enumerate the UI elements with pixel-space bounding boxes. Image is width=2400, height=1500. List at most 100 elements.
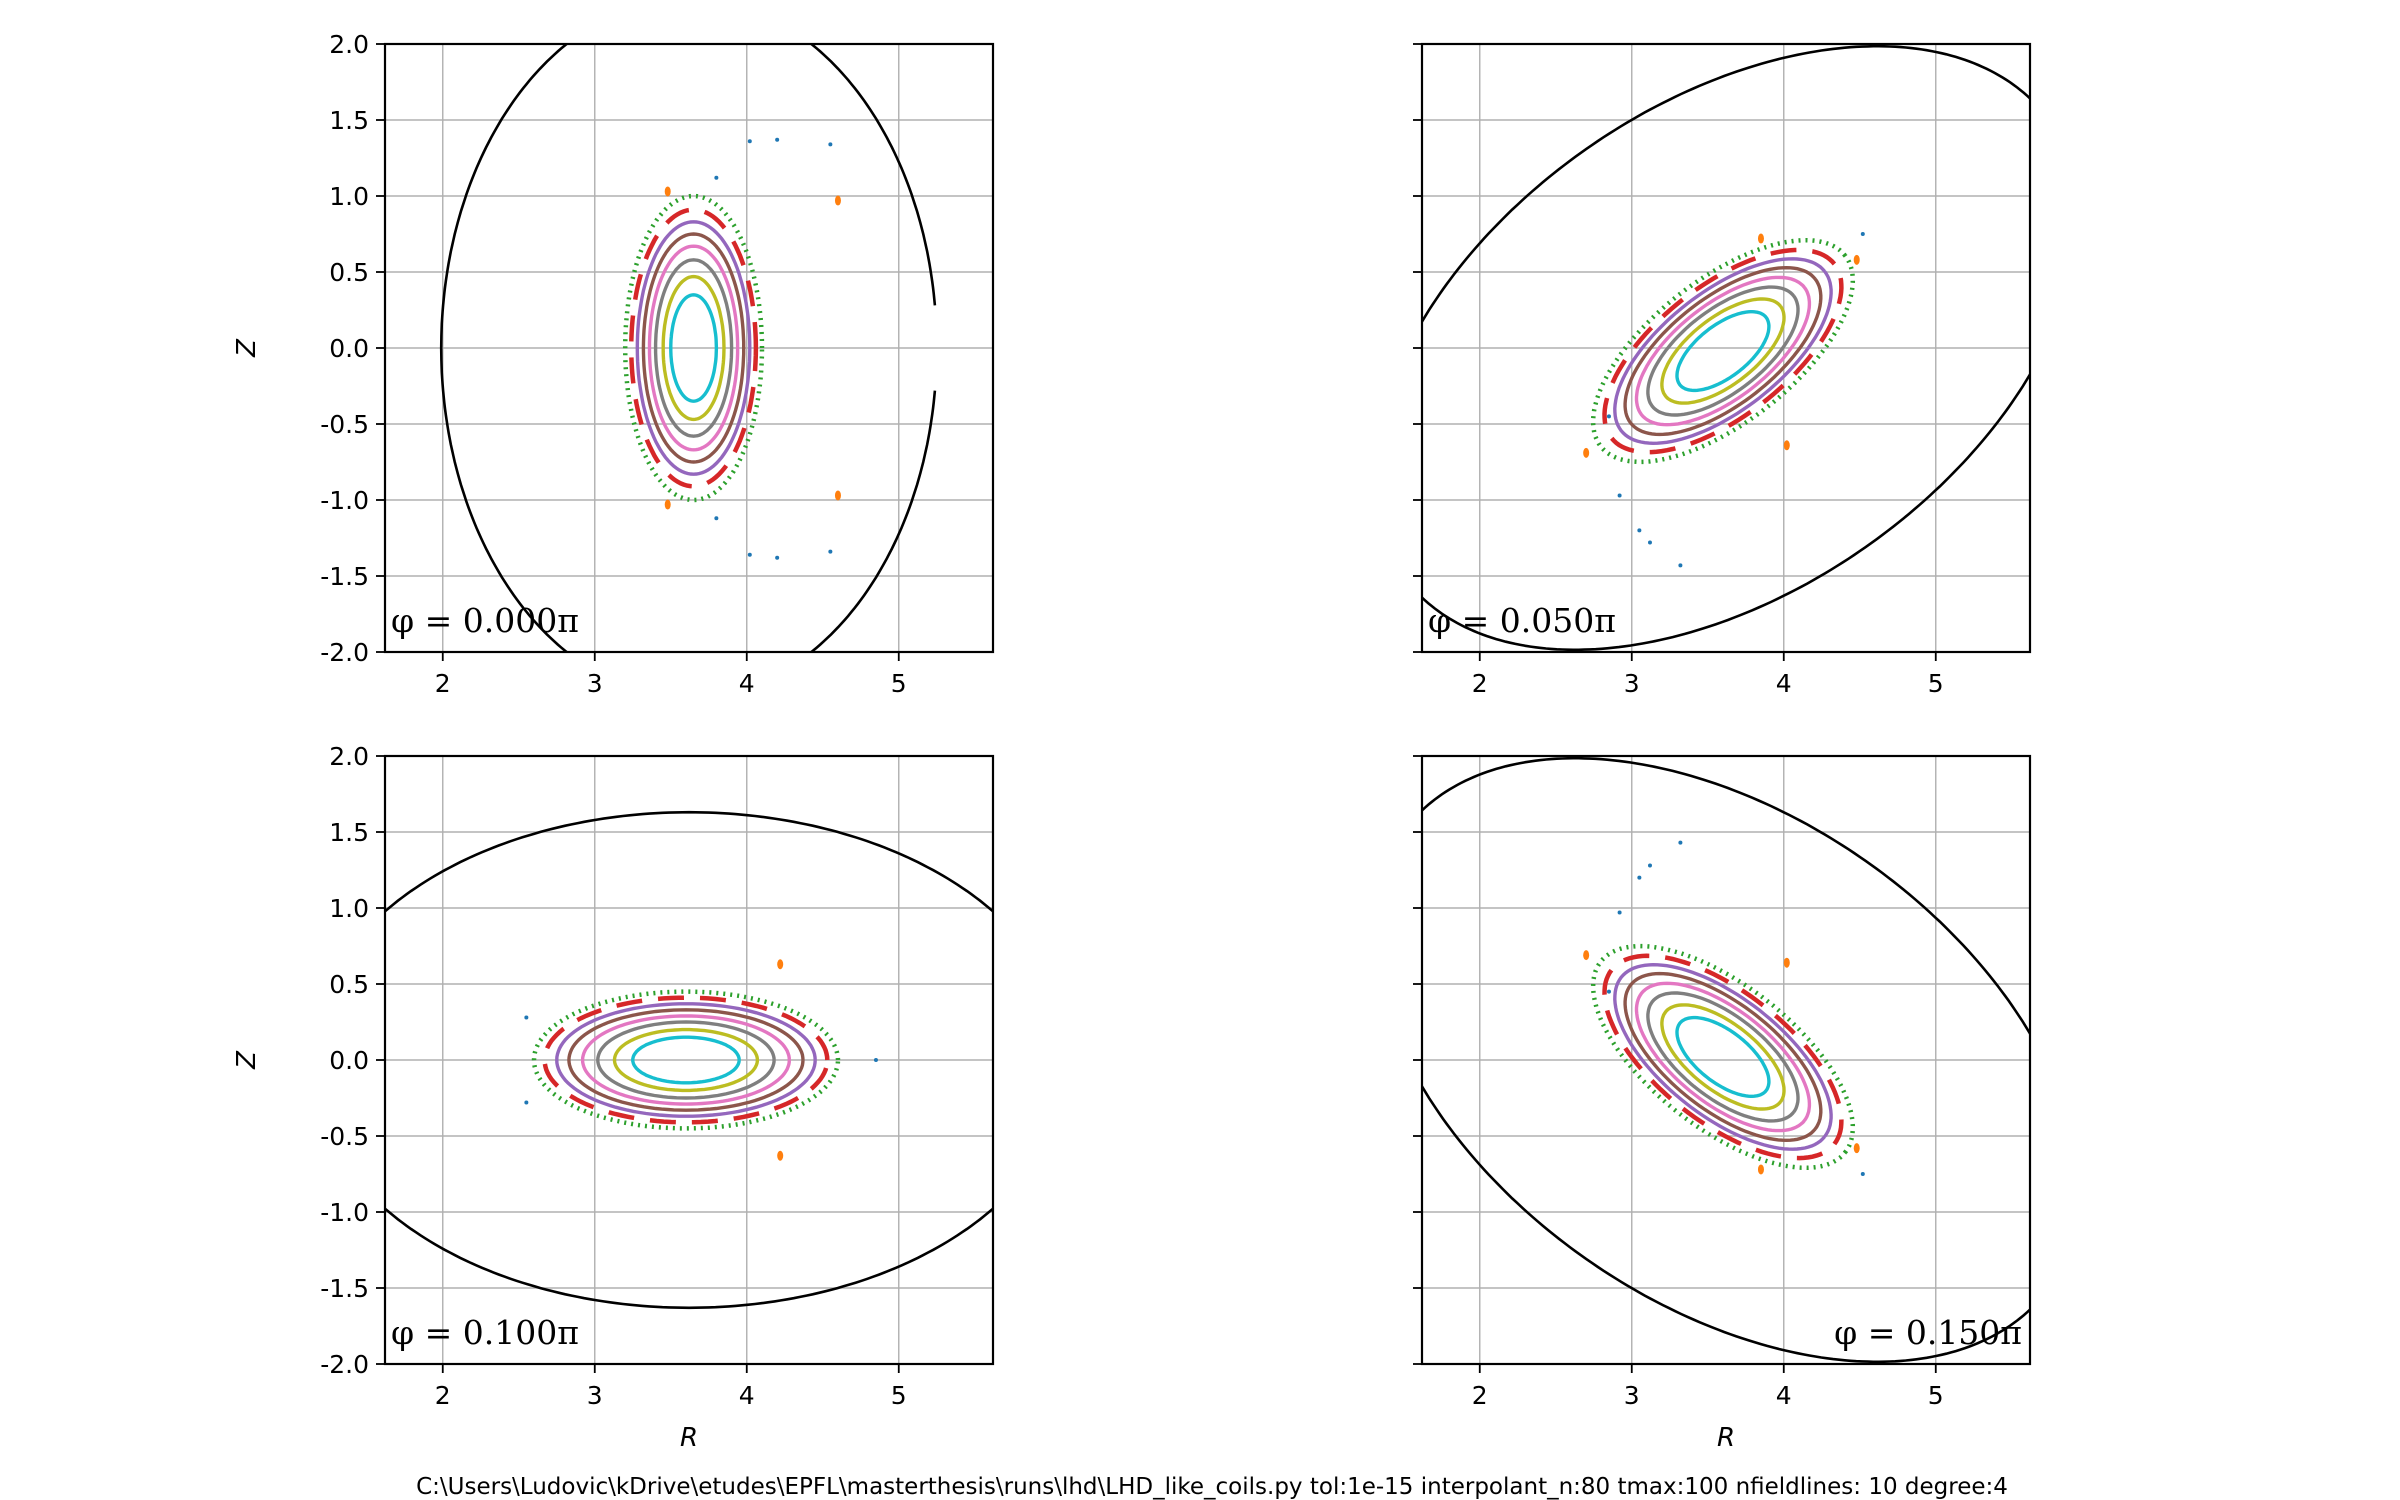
y-tick-label: 0.0 (329, 334, 369, 363)
y-tick-label: 1.5 (329, 106, 369, 135)
flux-surface-3 (1646, 285, 1800, 417)
field-line-point (873, 1058, 878, 1062)
island-point (1783, 957, 1790, 968)
field-line-point (828, 549, 833, 554)
y-tick-label: -1.5 (320, 1274, 369, 1303)
field-line-point (1648, 540, 1652, 545)
y-tick-label: 1.0 (329, 894, 369, 923)
wall-curve (439, 44, 937, 652)
field-line-point (714, 175, 719, 180)
flux-surface-3 (596, 1020, 776, 1100)
x-tick-label: 5 (891, 1381, 907, 1410)
field-line-point (1637, 875, 1642, 880)
y-tick-label: -2.0 (320, 638, 369, 667)
subplot-3: 2 3 4 5 -2.0 -1.5 -1.0 -0.5 0.0 0.5 1.0 1.5 2.0 R Zφ =… (232, 742, 995, 1453)
flux-surface-8 (1590, 237, 1856, 465)
phi-annotation: φ = 0.050π (1428, 601, 1616, 640)
y-tick-label: 0.5 (329, 258, 369, 287)
wall-curve (385, 810, 993, 1310)
field-line-point (524, 1015, 529, 1020)
island-point (1757, 233, 1764, 244)
island-point (1783, 440, 1790, 451)
x-tick-label: 5 (1928, 1381, 1944, 1410)
y-tick-label: 0.0 (329, 1046, 369, 1075)
flux-surface-5 (641, 232, 746, 464)
flux-surface-8 (1590, 943, 1856, 1171)
wall-curve (1422, 44, 2030, 652)
island-point (834, 195, 841, 206)
island-point (777, 959, 784, 970)
subplot-2: 2 3 4 5 φ = 0.050π (1413, 42, 2032, 698)
footer-caption: C:\Users\Ludovic\kDrive\etudes\EPFL\mast… (416, 1474, 2008, 1500)
flux-surface-4 (647, 244, 740, 452)
flux-surface-6 (1613, 257, 1833, 446)
field-line-point (1678, 563, 1683, 568)
x-tick-label: 2 (1472, 669, 1488, 698)
x-tick-label: 4 (739, 669, 755, 698)
y-tick-label: 1.0 (329, 182, 369, 211)
x-tick-label: 3 (587, 1381, 603, 1410)
x-axis-label: R (680, 1423, 698, 1453)
field-line-point (1606, 414, 1611, 419)
y-tick-label: -2.0 (320, 1350, 369, 1379)
plot-area (1422, 756, 2030, 1364)
flux-surface-6 (555, 1002, 817, 1118)
flux-surface-2 (1660, 1003, 1786, 1111)
plot-area (439, 44, 937, 652)
field-line-point (1606, 989, 1611, 994)
flux-surface-1 (631, 1035, 741, 1085)
y-tick-label: 0.5 (329, 970, 369, 999)
island-point (664, 499, 671, 510)
y-tick-label: -0.5 (320, 1122, 369, 1151)
flux-surface-4 (1634, 981, 1812, 1133)
flux-surface-4 (1634, 275, 1812, 427)
flux-surface-1 (669, 293, 719, 403)
y-axis-label: Z (232, 1050, 262, 1070)
x-tick-label: 3 (1624, 669, 1640, 698)
flux-surface-1 (1675, 1015, 1771, 1098)
y-tick-label: 2.0 (329, 742, 369, 771)
y-axis-label: Z (232, 338, 262, 358)
field-line-point (775, 137, 780, 142)
phi-annotation: φ = 0.000π (391, 601, 579, 640)
flux-surface-7 (1602, 247, 1844, 455)
island-point (1853, 254, 1860, 265)
x-axis-label: R (1717, 1423, 1735, 1453)
flux-surface-2 (612, 1027, 760, 1093)
x-tick-label: 5 (1928, 669, 1944, 698)
flux-surface-5 (567, 1008, 805, 1112)
island-point (1583, 447, 1590, 458)
field-line-point (1860, 232, 1865, 236)
x-tick-label: 5 (891, 669, 907, 698)
field-line-point (524, 1100, 529, 1105)
field-line-point (747, 552, 752, 557)
x-tick-label: 2 (1472, 1381, 1488, 1410)
flux-surface-5 (1623, 265, 1823, 437)
island-point (777, 1150, 784, 1161)
x-tick-label: 3 (587, 669, 603, 698)
y-tick-label: -1.5 (320, 562, 369, 591)
x-tick-label: 4 (1776, 1381, 1792, 1410)
plot-area (1422, 44, 2030, 652)
flux-surface-7 (542, 995, 830, 1125)
island-point (1583, 950, 1590, 961)
phi-annotation: φ = 0.150π (1834, 1313, 2022, 1352)
x-tick-label: 3 (1624, 1381, 1640, 1410)
flux-surface-3 (653, 258, 734, 438)
phi-annotation: φ = 0.100π (391, 1313, 579, 1352)
island-point (1757, 1164, 1764, 1175)
y-tick-label: 1.5 (329, 818, 369, 847)
flux-surface-6 (635, 220, 752, 476)
flux-surface-7 (1602, 953, 1844, 1161)
plot-area (385, 810, 993, 1310)
field-line-point (1617, 910, 1622, 915)
island-point (664, 186, 671, 197)
x-tick-label: 2 (435, 669, 451, 698)
x-tick-label: 2 (435, 1381, 451, 1410)
y-tick-label: -1.0 (320, 1198, 369, 1227)
subplot-grid: 2 3 4 5 -2.0 -1.5 -1.0 -0.5 0.0 0.5 1.0 1.5 2.0 Zφ = … (232, 30, 2032, 1453)
field-line-point (1860, 1172, 1865, 1176)
field-line-point (714, 516, 719, 521)
field-line-point (1637, 528, 1642, 533)
